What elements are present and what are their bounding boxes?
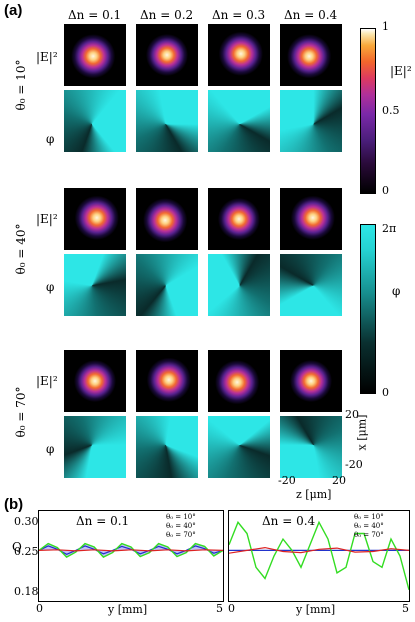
chart-left-svg [39,542,223,558]
panel-b-label: (b) [4,496,24,513]
phase-tile [208,416,270,478]
chart-left-ytick-025: 0.25 [14,545,39,558]
intensity-tile [280,350,342,412]
panel-a-label: (a) [4,2,23,19]
intensity-tick-0: 0 [382,184,389,197]
chart-right-xlabel: y [mm] [296,603,336,616]
intensity-tile [208,350,270,412]
chart-left-xtick-0: 0 [36,602,43,615]
chart-left-ytick-030: 0.30 [14,515,39,528]
intensity-tile [136,350,198,412]
chart-right-xtick-5: 5 [402,602,409,615]
phase-tile [64,416,126,478]
row-label-phase-2: φ [46,280,55,294]
row-label-phase-3: φ [46,442,55,456]
phase-colorbar-label: φ [392,284,401,298]
column-header-4: Δn = 0.4 [284,8,338,22]
phase-tile [280,416,342,478]
intensity-tick-05: 0.5 [382,104,400,117]
intensity-tile [136,24,198,86]
phase-tile [136,254,198,316]
chart-left-xlabel: y [mm] [108,603,148,616]
chart-right-legend-3: θ₀ = 70° [354,531,384,539]
x-tick-bottom: -20 [345,458,363,471]
chart-left-title: Δn = 0.1 [76,514,130,528]
z-tick-left: -20 [278,474,296,487]
intensity-tile [280,24,342,86]
phase-tick-0: 0 [382,386,389,399]
group-label-10: θ₀ = 10° [14,59,28,111]
chart-right-xtick-0: 0 [228,602,235,615]
phase-tile [136,416,198,478]
z-tick-right: 20 [332,474,346,487]
series-line-3 [229,546,409,554]
phase-tile [64,254,126,316]
phase-tile [64,90,126,152]
column-header-3: Δn = 0.3 [212,8,266,22]
chart-right-legend: θ₀ = 10° θ₀ = 40° θ₀ = 70° [354,513,384,540]
intensity-tile [136,188,198,250]
chart-left-legend-1: θ₀ = 10° [166,513,196,521]
phase-tick-2pi: 2π [382,222,397,235]
phase-colorbar [360,224,376,394]
x-tick-top: 20 [345,408,359,421]
intensity-tile [64,188,126,250]
phase-tile [136,90,198,152]
series-line-2 [39,542,223,558]
column-header-2: Δn = 0.2 [140,8,194,22]
intensity-tile [64,350,126,412]
chart-left-legend-3: θ₀ = 70° [166,531,196,539]
chart-right [228,510,410,602]
chart-left-legend: θ₀ = 10° θ₀ = 40° θ₀ = 70° [166,513,196,540]
chart-left-xtick-5: 5 [216,602,223,615]
phase-tile [280,90,342,152]
x-axis-label: x [μm] [355,414,369,451]
group-label-40: θ₀ = 40° [14,223,28,275]
row-label-phase-1: φ [46,132,55,146]
chart-right-svg [229,520,409,590]
series-line-3 [39,549,223,552]
intensity-colorbar-label: |E|² [390,64,412,78]
series-line-2 [229,520,409,590]
intensity-tile [64,24,126,86]
z-axis-label: z [μm] [296,488,332,501]
phase-tile [280,254,342,316]
chart-right-legend-2: θ₀ = 40° [354,522,384,530]
phase-tile [208,254,270,316]
row-label-intensity-1: |E|² [36,50,58,64]
chart-left-legend-2: θ₀ = 40° [166,522,196,530]
intensity-tile [208,188,270,250]
phase-tile [208,90,270,152]
intensity-colorbar [360,28,376,194]
intensity-tile [280,188,342,250]
chart-left-ytick-018: 0.18 [14,585,39,598]
chart-right-title: Δn = 0.4 [262,514,316,528]
intensity-tile [208,24,270,86]
chart-right-legend-1: θ₀ = 10° [354,513,384,521]
group-label-70: θ₀ = 70° [14,386,28,438]
row-label-intensity-3: |E|² [36,374,58,388]
intensity-tick-1: 1 [382,20,389,33]
row-label-intensity-2: |E|² [36,212,58,226]
chart-left [38,510,224,602]
column-header-1: Δn = 0.1 [68,8,122,22]
chart-left-ylabel: Q [12,540,22,554]
